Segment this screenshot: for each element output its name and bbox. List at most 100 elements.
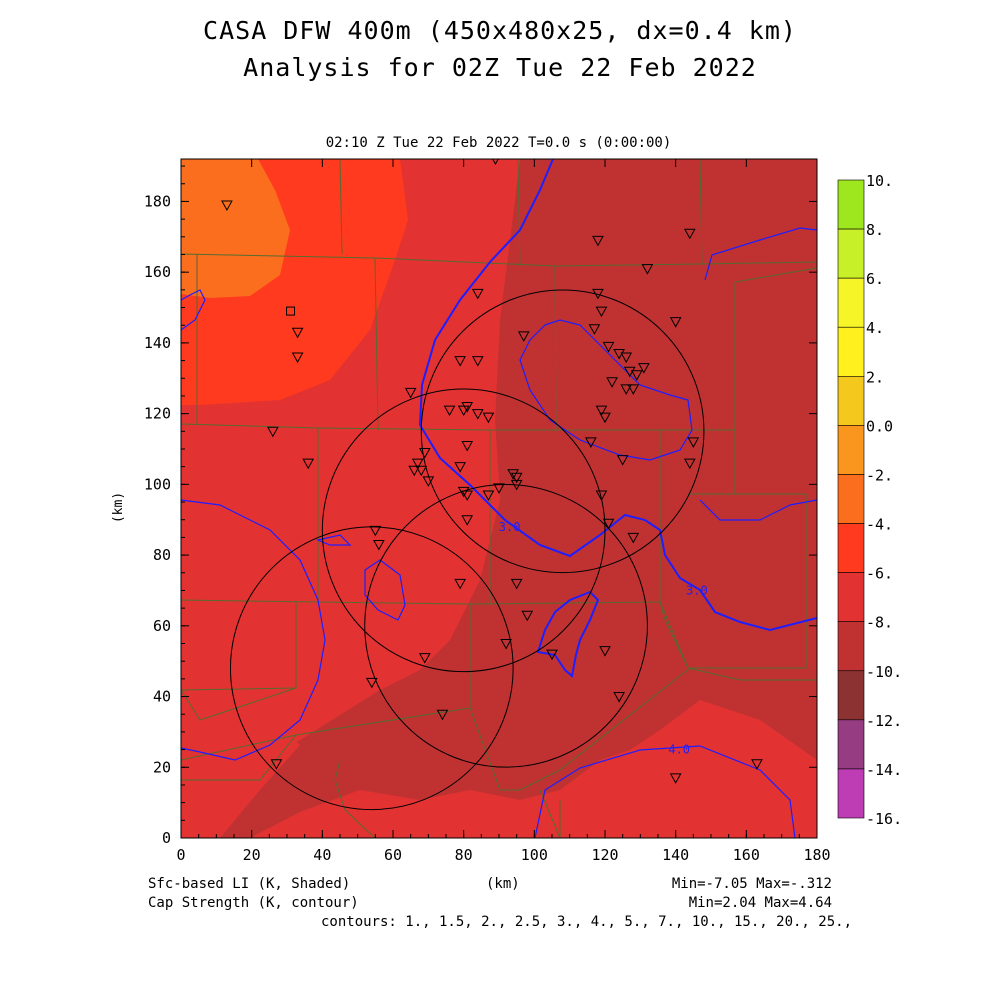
y-tick-label: 40 bbox=[153, 688, 171, 706]
colorbar-label: -8. bbox=[866, 614, 893, 632]
contour-west-1 bbox=[181, 289, 206, 331]
station-marker bbox=[291, 327, 304, 339]
y-tick-label: 180 bbox=[144, 192, 171, 210]
contour-label: 4.0 bbox=[668, 743, 690, 757]
station-marker bbox=[620, 384, 633, 395]
y-tick-label: 120 bbox=[144, 405, 171, 423]
colorbar-swatch bbox=[837, 719, 865, 770]
x-axis: 0 20 40 60 80 100 120 140 160 180 bbox=[176, 159, 831, 864]
contour-inner-loop bbox=[519, 319, 693, 461]
station-marker bbox=[595, 405, 608, 417]
contour-3-0-main bbox=[418, 159, 817, 632]
station-marker bbox=[585, 437, 597, 448]
station-marker bbox=[521, 610, 534, 622]
radar-ring bbox=[420, 289, 705, 574]
y-tick-label: 140 bbox=[144, 334, 171, 352]
colorbar-label: -10. bbox=[866, 663, 902, 681]
x-tick-label: 160 bbox=[733, 846, 760, 864]
station-marker bbox=[599, 646, 611, 657]
station-marker bbox=[683, 228, 696, 240]
station-marker bbox=[493, 483, 505, 494]
valid-time: 02:10 Z Tue 22 Feb 2022 T=0.0 s (0:00:00… bbox=[325, 135, 672, 151]
station-marker bbox=[683, 458, 696, 470]
colorbar-swatch bbox=[837, 768, 865, 819]
station-marker bbox=[638, 363, 650, 374]
station-marker bbox=[404, 387, 417, 399]
station-marker bbox=[408, 465, 421, 477]
station-marker bbox=[454, 462, 466, 473]
y-tick-label: 60 bbox=[153, 617, 171, 635]
county-boundaries bbox=[181, 159, 817, 838]
y-tick-label: 20 bbox=[153, 758, 171, 776]
station-marker bbox=[411, 458, 424, 470]
station-marker bbox=[616, 455, 629, 466]
y-axis: 0 20 40 60 80 100 120 140 160 180 bbox=[144, 165, 817, 847]
contour-labels: 3.0 3.0 4.0 bbox=[499, 520, 708, 757]
contour-3-0-south bbox=[536, 590, 600, 678]
shaded-field bbox=[181, 159, 817, 838]
colorbar-swatch bbox=[837, 228, 865, 279]
colorbar-swatch bbox=[837, 474, 865, 524]
station-marker bbox=[418, 448, 431, 459]
colorbar-label: 10. bbox=[866, 172, 893, 190]
station-marker bbox=[461, 402, 474, 413]
station-marker bbox=[687, 437, 700, 448]
colorbar-label: -6. bbox=[866, 565, 893, 583]
station-marker bbox=[482, 490, 495, 501]
colorbar-label: 4. bbox=[866, 319, 884, 337]
station-marker bbox=[613, 692, 625, 703]
station-marker bbox=[641, 264, 654, 275]
y-tick-label: 0 bbox=[162, 829, 171, 847]
station-marker bbox=[751, 759, 763, 770]
x-tick-label: 180 bbox=[803, 846, 830, 864]
colorbar-swatch bbox=[837, 670, 865, 721]
station-marker bbox=[267, 426, 279, 438]
contour-label: 3.0 bbox=[499, 520, 521, 534]
station-marker bbox=[291, 352, 304, 364]
colorbar-swatch bbox=[837, 523, 865, 573]
station-marker bbox=[507, 469, 519, 480]
shade-region-orange bbox=[181, 159, 290, 298]
chart-title: CASA DFW 400m (450x480x25, dx=0.4 km) bbox=[203, 16, 797, 45]
x-tick-label: 120 bbox=[591, 846, 618, 864]
station-marker bbox=[443, 405, 456, 417]
x-axis-label: (km) bbox=[486, 876, 520, 892]
station-marker bbox=[606, 377, 618, 388]
station-marker bbox=[418, 653, 431, 664]
contour-levels: contours: 1., 1.5, 2., 2.5, 3., 4., 5., … bbox=[320, 914, 852, 930]
radar-ring bbox=[229, 526, 514, 811]
shade-region-light-se bbox=[560, 700, 817, 838]
station-marker bbox=[588, 324, 601, 335]
station-marker bbox=[461, 440, 474, 452]
station-marker bbox=[471, 288, 484, 300]
colorbar-label: -12. bbox=[866, 712, 902, 730]
station-marker bbox=[595, 306, 608, 318]
station-marker bbox=[369, 525, 382, 537]
station-marker bbox=[461, 515, 474, 526]
x-tick-label: 140 bbox=[662, 846, 689, 864]
station-marker bbox=[510, 578, 523, 590]
colorbar-label: -14. bbox=[866, 761, 902, 779]
contour-east bbox=[704, 227, 817, 281]
y-tick-label: 100 bbox=[144, 475, 171, 493]
station-marker bbox=[436, 709, 449, 721]
shaded-field-label: Sfc-based LI (K, Shaded) bbox=[148, 876, 351, 892]
station-marker bbox=[471, 409, 484, 420]
station-marker bbox=[302, 458, 315, 470]
station-marker bbox=[620, 352, 633, 364]
station-marker bbox=[510, 479, 523, 491]
station-marker bbox=[669, 317, 682, 328]
station-marker bbox=[595, 490, 608, 501]
station-marker bbox=[517, 331, 530, 342]
station-marker bbox=[510, 472, 523, 484]
radar-rings bbox=[229, 289, 705, 811]
y-tick-label: 80 bbox=[153, 546, 171, 564]
contour-east-2 bbox=[699, 499, 817, 521]
station-marker bbox=[627, 532, 640, 544]
station-marker bbox=[457, 486, 470, 498]
station-marker bbox=[454, 578, 466, 590]
colorbar-label: 6. bbox=[866, 270, 884, 288]
colorbar-label: -2. bbox=[866, 466, 893, 484]
colorbar-label: 2. bbox=[866, 368, 884, 386]
station-marker bbox=[270, 759, 283, 770]
